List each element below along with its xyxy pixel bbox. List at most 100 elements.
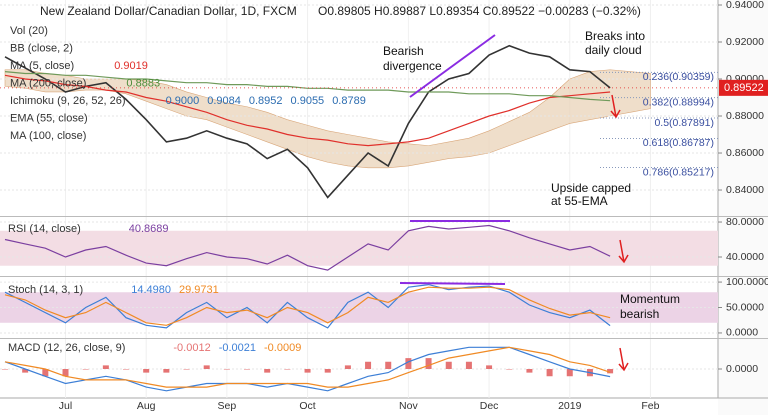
- y-tick-label: 100.0000: [726, 276, 768, 288]
- chart-title: RSI (14, close): [8, 223, 81, 235]
- histogram-bar: [203, 365, 210, 369]
- indicator-value: 0.9000: [166, 95, 200, 107]
- value-label: -0.0021: [219, 342, 256, 354]
- indicator-name: MA (5, close): [10, 60, 74, 72]
- y-tick-label: 0.92000: [726, 36, 764, 48]
- histogram-bar: [42, 369, 49, 377]
- series-line: [4, 224, 611, 271]
- x-tick-label: Dec: [480, 400, 499, 412]
- histogram-bar: [62, 369, 69, 377]
- y-tick-label: 50.0000: [726, 301, 764, 313]
- x-tick-label: Nov: [399, 400, 418, 412]
- histogram-bar: [143, 369, 150, 373]
- y-tick-label: 80.0000: [726, 216, 764, 228]
- indicator-name: Ichimoku (9, 26, 52, 26): [10, 95, 126, 107]
- chart-title: New Zealand Dollar/Canadian Dollar, 1D, …: [40, 4, 297, 18]
- histogram-bar: [506, 369, 513, 370]
- y-tick-label: 0.0000: [726, 363, 758, 375]
- x-tick-label: 2019: [558, 400, 582, 412]
- indicator-value: 0.8883: [126, 77, 160, 89]
- last-price-box: [719, 79, 768, 96]
- arrow: [618, 347, 629, 372]
- chart-title: MACD (12, 26, close, 9): [8, 342, 125, 354]
- indicator-name: EMA (55, close): [10, 112, 88, 124]
- y-tick-label: 0.0000: [726, 327, 758, 339]
- series-line: [4, 346, 611, 388]
- divergence-line: [409, 34, 496, 98]
- value-label: 29.9731: [179, 284, 219, 296]
- histogram-bar: [244, 369, 251, 370]
- value-label: 14.4980: [131, 284, 171, 296]
- indicator-value: 0.8952: [249, 95, 283, 107]
- annotation: at 55-EMA: [551, 194, 608, 208]
- histogram-bar: [465, 361, 472, 369]
- histogram-bar: [22, 369, 29, 373]
- y-tick-label: 0.88000: [726, 110, 764, 122]
- x-tick-label: Sep: [218, 400, 237, 412]
- histogram-bar: [607, 369, 614, 374]
- annotation: Momentum: [620, 292, 680, 306]
- indicator-name: Vol (20): [10, 25, 48, 37]
- histogram-bar: [546, 369, 553, 377]
- histogram-bar: [2, 369, 8, 370]
- ichimoku-cloud: [4, 69, 651, 169]
- fib-label: 0.5(0.87891): [654, 117, 714, 129]
- histogram-bar: [405, 358, 412, 369]
- chart-title: Stoch (14, 3, 1): [8, 284, 83, 296]
- y-tick-label: 0.94000: [726, 0, 764, 11]
- y-tick-label: 0.84000: [726, 184, 764, 196]
- value-label: -0.0009: [264, 342, 301, 354]
- divergence-line: [399, 282, 506, 285]
- series-line: [4, 44, 611, 199]
- series-line: [4, 71, 611, 102]
- last-price-label: 0.89522: [724, 82, 764, 94]
- value-label: 40.8689: [129, 223, 169, 235]
- annotation: daily cloud: [585, 43, 642, 57]
- histogram-bar: [102, 365, 109, 369]
- histogram-bar: [385, 361, 392, 369]
- annotation: divergence: [383, 59, 442, 73]
- x-tick-label: Aug: [137, 400, 156, 412]
- value-label: -0.0012: [173, 342, 210, 354]
- histogram-bar: [566, 369, 573, 377]
- x-tick-label: Feb: [641, 400, 659, 412]
- arrow: [610, 94, 621, 119]
- arrows: [610, 94, 629, 372]
- y-tick-label: 40.0000: [726, 251, 764, 263]
- histogram-bar: [304, 369, 311, 373]
- histogram-bar: [486, 365, 493, 369]
- histogram-bar: [445, 361, 452, 369]
- fib-label: 0.236(0.90359): [643, 71, 714, 83]
- histogram-bar: [284, 369, 291, 370]
- histogram-bar: [82, 369, 89, 370]
- fib-label: 0.382(0.88994): [643, 96, 714, 108]
- fib-label: 0.786(0.85217): [643, 166, 714, 178]
- annotation: bearish: [620, 307, 659, 321]
- indicator-value: 0.8789: [332, 95, 366, 107]
- indicator-name: BB (close, 2): [10, 42, 73, 54]
- histogram-bar: [123, 369, 130, 370]
- annotation: Breaks into: [585, 29, 645, 43]
- histogram-bar: [365, 361, 372, 369]
- series-line: [4, 286, 611, 326]
- histogram-bar: [183, 369, 190, 370]
- histogram-bar: [223, 369, 230, 370]
- ohlc: O0.89805 H0.89887 L0.89354 C0.89522 −0.0…: [318, 4, 641, 18]
- indicator-value: 0.9055: [291, 95, 325, 107]
- annotation: Upside capped: [551, 181, 631, 195]
- x-tick-label: Oct: [299, 400, 315, 412]
- arrow: [618, 239, 629, 264]
- series-line: [4, 74, 611, 147]
- indicator-name: MA (100, close): [10, 130, 86, 142]
- histogram-bar: [526, 369, 533, 373]
- histogram-bar: [163, 369, 170, 373]
- histogram-bar: [264, 369, 271, 373]
- indicator-name: MA (200, close): [10, 77, 86, 89]
- histogram-bar: [425, 358, 432, 369]
- annotation: Bearish: [383, 44, 424, 58]
- price-axis: [718, 0, 768, 415]
- band: [0, 230, 718, 266]
- y-tick-label: 0.86000: [726, 147, 764, 159]
